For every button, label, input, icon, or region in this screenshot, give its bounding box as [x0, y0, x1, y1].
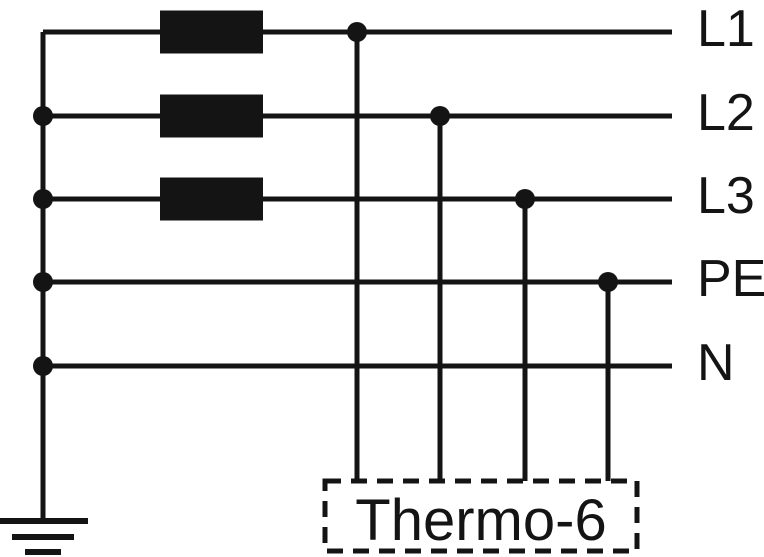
wire-label-pe: PE [697, 250, 764, 308]
junction-dots-group [33, 22, 618, 376]
fuse-l3 [160, 177, 263, 221]
thermo-box-label: Thermo-6 [355, 488, 606, 553]
wire-label-l1: L1 [697, 0, 755, 58]
junction-dot-bus-pe [33, 272, 53, 292]
fuse-l2 [160, 94, 263, 138]
wire-label-l3: L3 [697, 167, 755, 225]
junction-dot-bus-l3 [33, 189, 53, 209]
fuses-group [160, 10, 263, 221]
ground-symbol [0, 518, 88, 555]
wire-label-l2: L2 [697, 84, 755, 142]
junction-dot-tap-l3 [515, 189, 535, 209]
thermo-box-outline [322, 478, 640, 554]
junction-dot-tap-l2 [430, 106, 450, 126]
thermo-box-group: Thermo-6 [322, 478, 640, 554]
junction-dot-tap-pe [598, 272, 618, 292]
wire-label-n: N [697, 334, 735, 392]
junction-dot-bus-n [33, 356, 53, 376]
junction-dot-bus-l2 [33, 106, 53, 126]
fuse-l1 [160, 10, 263, 54]
junction-dot-tap-l1 [347, 22, 367, 42]
line-labels-group: L1 L2 L3 PE N [697, 0, 764, 392]
wires-group [40, 29, 672, 520]
